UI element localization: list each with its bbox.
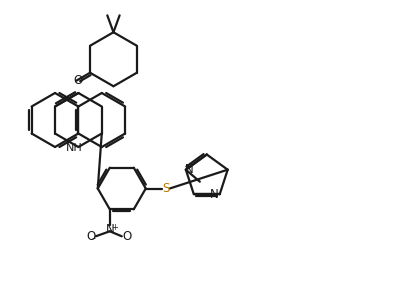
Text: O: O xyxy=(86,230,95,243)
Text: S: S xyxy=(162,182,169,195)
Text: NH: NH xyxy=(66,143,83,153)
Text: -: - xyxy=(92,233,96,243)
Text: N: N xyxy=(210,188,219,201)
Text: O: O xyxy=(74,74,83,87)
Text: O: O xyxy=(122,230,131,243)
Text: +: + xyxy=(111,223,118,232)
Text: N: N xyxy=(184,163,193,176)
Text: N: N xyxy=(105,223,114,236)
